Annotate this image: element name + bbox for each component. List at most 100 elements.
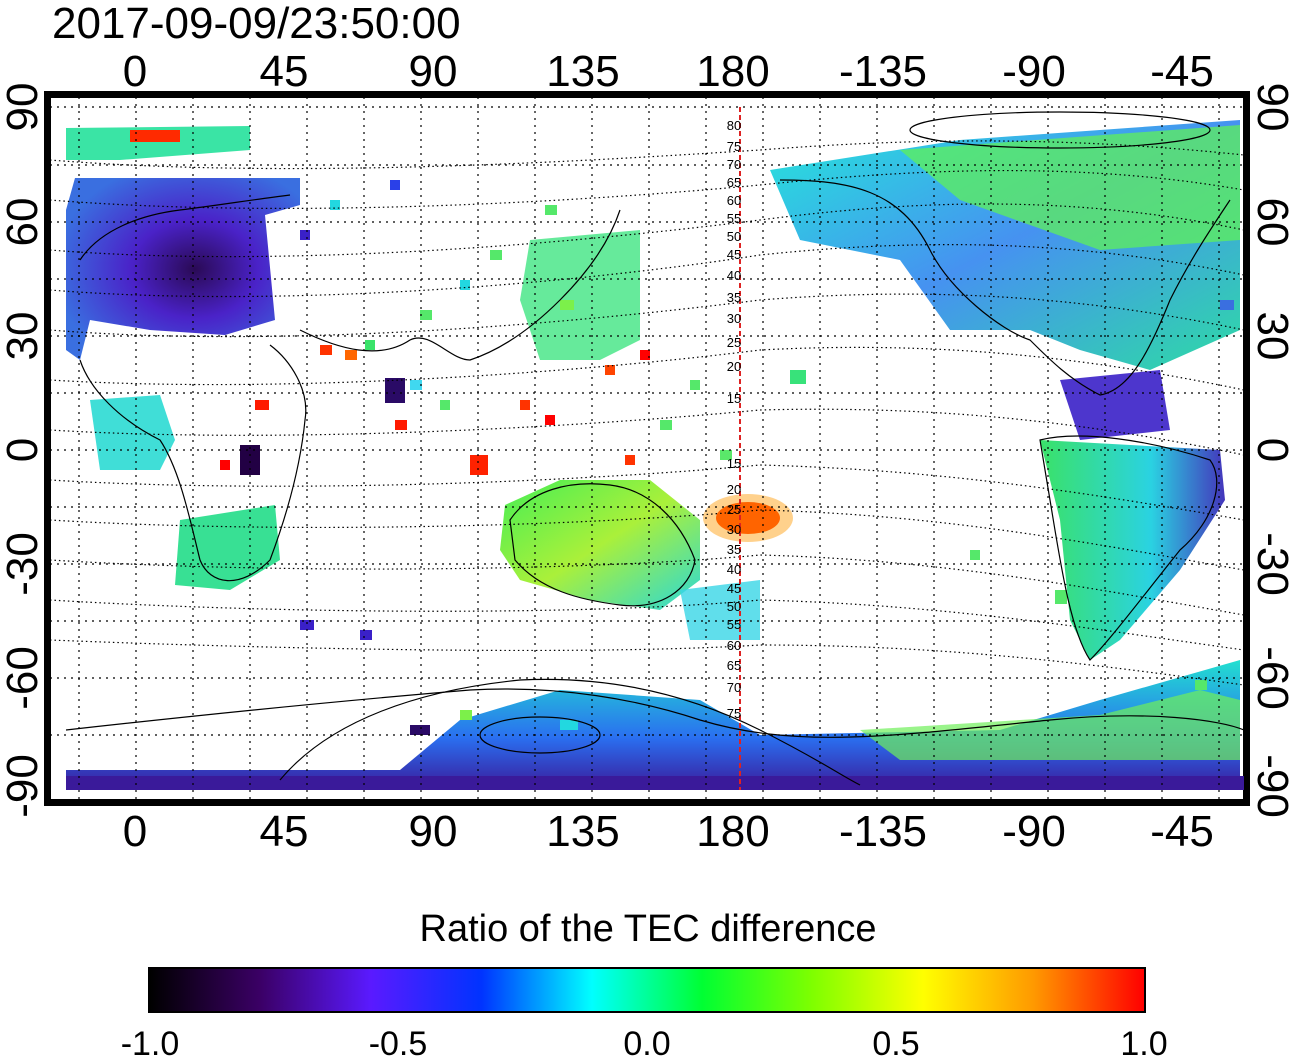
colorbar-tick-label: -0.5 (368, 1025, 428, 1063)
east-asia-data (520, 230, 640, 360)
pacific-orange-halo (703, 494, 793, 542)
lat-tick-label: -60 (1248, 646, 1296, 710)
lon-tick-label: 0 (123, 807, 147, 856)
mlat-label: 25 (727, 335, 741, 350)
mlat-label: 35 (727, 542, 741, 557)
lat-tick-label: 60 (0, 198, 47, 247)
lon-tick-label: 45 (260, 47, 309, 96)
bottom-lon-labels: 0 45 90 135 180 -135 -90 -45 (123, 807, 1214, 856)
eurasia-data (66, 178, 300, 360)
mlat-label: 70 (727, 680, 741, 695)
mlat-label: 20 (727, 482, 741, 497)
lat-tick-label: 90 (0, 83, 47, 132)
mlat-label: 70 (727, 157, 741, 172)
lon-tick-label: 135 (546, 807, 619, 856)
arctic-data (66, 126, 250, 160)
mlat-label: 25 (727, 502, 741, 517)
canada-green-data (900, 125, 1240, 250)
antarctic-green-data (860, 690, 1240, 760)
mlat-label: 40 (727, 268, 741, 283)
polar-oval-south (479, 716, 601, 754)
mlat-label: 55 (727, 211, 741, 226)
africa-coast (79, 344, 307, 582)
southern-purple-band (66, 776, 1244, 790)
lon-tick-label: -135 (839, 807, 927, 856)
lon-tick-label: 90 (409, 807, 458, 856)
polar-oval-north (909, 111, 1211, 149)
lon-tick-label: 90 (409, 47, 458, 96)
colorbar-tick-label: -1.0 (120, 1025, 180, 1063)
mlat-label: 80 (727, 118, 741, 133)
mlat-label: 60 (727, 193, 741, 208)
scattered-pixels (220, 180, 1234, 735)
graticule (50, 97, 1244, 800)
colorbar (148, 967, 1146, 1013)
mlat-label: 15 (727, 456, 741, 471)
meridian-labels-north: 80 75 70 65 60 55 50 45 40 35 30 25 20 1… (727, 118, 741, 406)
mlat-label: 45 (727, 247, 741, 262)
lat-tick-label: -30 (0, 532, 47, 596)
lon-tick-label: 180 (696, 47, 769, 96)
lat-tick-label: -90 (0, 754, 47, 818)
lon-tick-label: -45 (1150, 807, 1214, 856)
mlat-label: 20 (727, 359, 741, 374)
colorbar-tick-label: 0.5 (872, 1025, 920, 1063)
mlat-label: 60 (727, 638, 741, 653)
coastlines (65, 111, 1244, 786)
mlat-label: 75 (727, 139, 741, 154)
lon-tick-label: -90 (1002, 47, 1066, 96)
mlat-label: 35 (727, 290, 741, 305)
map-title: 2017-09-09/23:50:00 (52, 0, 461, 48)
tec-data-layer (50, 97, 1244, 800)
mlat-label: 30 (727, 522, 741, 537)
lat-tick-label: 0 (1248, 438, 1296, 462)
pacific-red-cluster (716, 502, 780, 534)
mlat-label: 15 (727, 391, 741, 406)
top-lon-labels: 0 45 90 135 180 -135 -90 -45 (123, 47, 1214, 96)
arctic-red-patch (130, 130, 180, 142)
right-lat-labels: 90 60 30 0 -30 -60 -90 (1248, 83, 1296, 818)
lat-tick-label: -60 (0, 646, 47, 710)
lat-tick-label: -30 (1248, 532, 1296, 596)
mlat-label: 75 (727, 706, 741, 721)
meridian-labels-south: 15 20 25 30 35 40 45 50 55 60 65 70 75 (727, 456, 741, 721)
lat-tick-label: 30 (1248, 312, 1296, 361)
lon-tick-label: 0 (123, 47, 147, 96)
southern-contour (279, 678, 861, 786)
lon-tick-label: 135 (546, 47, 619, 96)
colorbar-title: Ratio of the TEC difference (419, 908, 877, 950)
left-axis-bar (44, 91, 50, 806)
lon-tick-label: 45 (260, 807, 309, 856)
mlat-label: 55 (727, 617, 741, 632)
lon-tick-label: -135 (839, 47, 927, 96)
lat-tick-label: -90 (1248, 754, 1296, 818)
antarctica-coast (65, 688, 1244, 738)
europe-coast (79, 194, 291, 261)
lat-tick-label: 90 (1248, 83, 1296, 132)
africa-data (90, 395, 175, 470)
magnetic-contours (50, 140, 1244, 686)
mlat-label: 50 (727, 229, 741, 244)
mlat-label: 40 (727, 562, 741, 577)
colorbar-tick-label: 0.0 (623, 1025, 671, 1063)
south-america-coast (1039, 435, 1218, 661)
top-axis-bar (50, 91, 1244, 97)
lat-tick-label: 30 (0, 312, 47, 361)
north-america-coast (779, 179, 1231, 396)
lon-tick-label: -45 (1150, 47, 1214, 96)
lon-tick-label: 180 (696, 807, 769, 856)
tasman-data (680, 580, 760, 640)
asia-coast (299, 209, 621, 361)
mlat-label: 65 (727, 175, 741, 190)
australia-data (500, 480, 700, 610)
mlat-label: 30 (727, 311, 741, 326)
mlat-label: 50 (727, 599, 741, 614)
right-axis-bar (1244, 91, 1250, 806)
australia-coast (509, 483, 696, 607)
mlat-label: 65 (727, 658, 741, 673)
mlat-label: 45 (727, 581, 741, 596)
lon-tick-label: -90 (1002, 807, 1066, 856)
colorbar-tick-label: 1.0 (1120, 1025, 1168, 1063)
lat-tick-label: 60 (1248, 198, 1296, 247)
